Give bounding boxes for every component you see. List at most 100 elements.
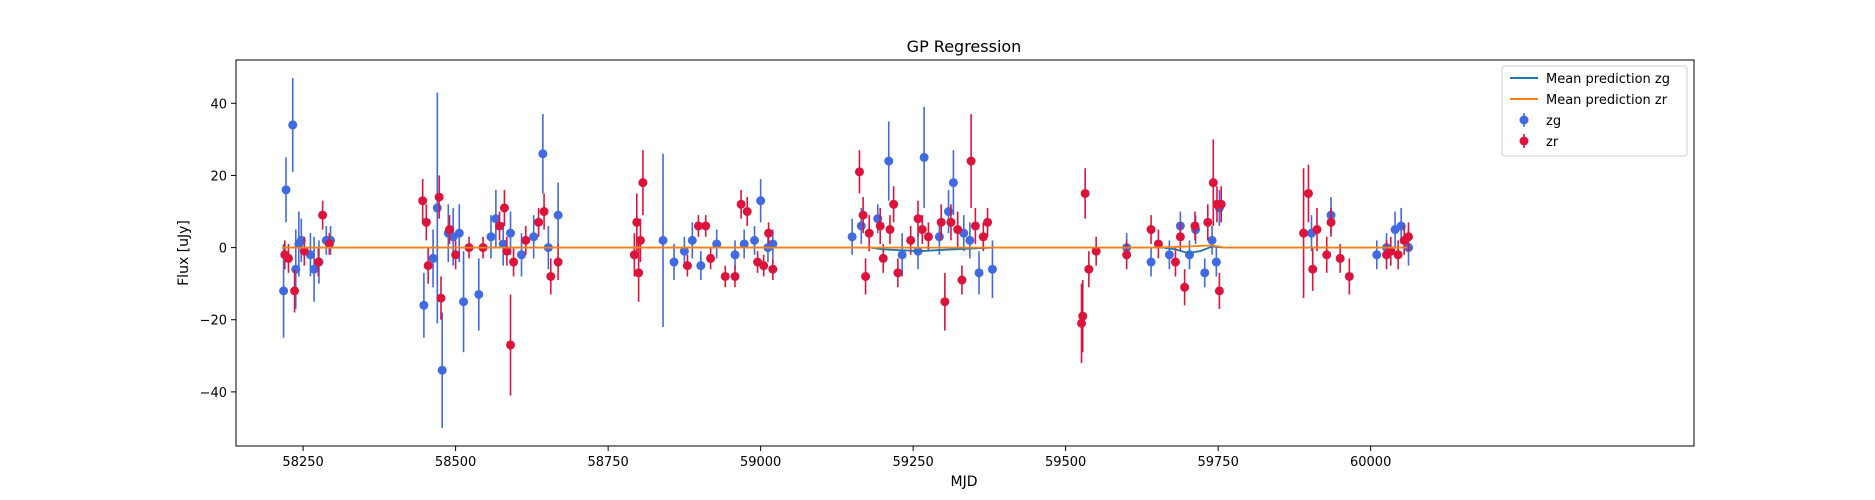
data-point [534,217,544,227]
data-point [629,250,639,260]
data-point [436,293,446,303]
data-point [1180,282,1190,292]
legend-label: Mean prediction zg [1546,72,1670,87]
data-point [632,217,642,227]
data-point [966,156,976,166]
data-point [1344,271,1354,281]
legend-label: zr [1546,135,1559,150]
series-zr [280,114,1414,396]
data-point [923,232,933,242]
data-point [459,297,469,307]
data-point [299,246,309,256]
y-tick-label: −40 [200,386,227,401]
data-point [1190,221,1200,231]
data-point [919,152,929,162]
data-point [742,207,752,217]
data-point [936,217,946,227]
legend-label: zg [1546,114,1561,129]
data-point [759,261,769,271]
data-point [696,261,706,271]
data-point [693,221,703,231]
data-point [974,268,984,278]
data-point [884,156,894,166]
data-point [474,289,484,299]
x-tick-label: 59000 [740,455,781,470]
data-point [736,199,746,209]
data-point [553,210,563,220]
x-tick-label: 58500 [435,455,476,470]
data-point [538,149,548,159]
x-tick-label: 60000 [1350,455,1391,470]
data-point [445,225,455,235]
series-line [281,244,1408,249]
data-point [1396,221,1406,231]
data-point [893,268,903,278]
data-point [885,225,895,235]
data-point [750,235,760,245]
data-point [875,221,885,231]
data-point [1335,253,1345,263]
data-point [635,235,645,245]
data-point [965,235,975,245]
x-tick-label: 59250 [892,455,933,470]
data-point [1164,250,1174,260]
data-point [906,235,916,245]
data-point [432,203,442,213]
data-point [318,210,328,220]
axes-frame [235,59,1695,447]
x-tick-label: 58250 [282,455,323,470]
legend-box [1501,65,1688,157]
data-point [739,239,749,249]
legend: Mean prediction zg Mean prediction zr zg zr [1501,65,1688,157]
data-point [313,257,323,267]
y-tick-label: 20 [210,169,227,184]
data-point [1200,268,1210,278]
data-point [506,340,516,350]
data-point [1203,217,1213,227]
data-point [454,228,464,238]
data-point [1326,217,1336,227]
data-point [854,167,864,177]
data-point [978,232,988,242]
data-point [917,225,927,235]
data-point [529,232,539,242]
data-point [864,228,874,238]
data-point [419,300,429,310]
series-layer [279,78,1414,428]
data-point [451,250,461,260]
data-point [1393,250,1403,260]
data-point [706,253,716,263]
data-point [521,235,531,245]
data-point [756,196,766,206]
data-point [847,232,857,242]
data-point [1084,264,1094,274]
data-point [309,264,319,274]
y-tick-label: 40 [210,97,227,112]
data-point [1214,286,1224,296]
data-point [970,221,980,231]
data-point [913,214,923,224]
data-point [764,228,774,238]
data-point [1146,225,1156,235]
data-point [486,232,496,242]
data-point [498,239,508,249]
series-zg [279,78,1414,428]
series-mean-prediction-zr [281,244,1408,249]
data-point [423,261,433,271]
data-point [889,199,899,209]
data-point [768,239,778,249]
x-axis-ticks: 58250 58500 58750 59000 59250 59500 59750 60000 [282,446,1391,470]
data-point [679,246,689,256]
data-point [1208,178,1218,188]
data-point [1308,264,1318,274]
x-tick-label: 59750 [1197,455,1238,470]
x-axis-label: MJD [951,474,978,490]
data-point [858,210,868,220]
x-tick-label: 59500 [1045,455,1086,470]
data-point [669,257,679,267]
data-point [878,253,888,263]
y-tick-label: 0 [219,242,227,257]
data-point [1153,239,1163,249]
data-point [658,235,668,245]
